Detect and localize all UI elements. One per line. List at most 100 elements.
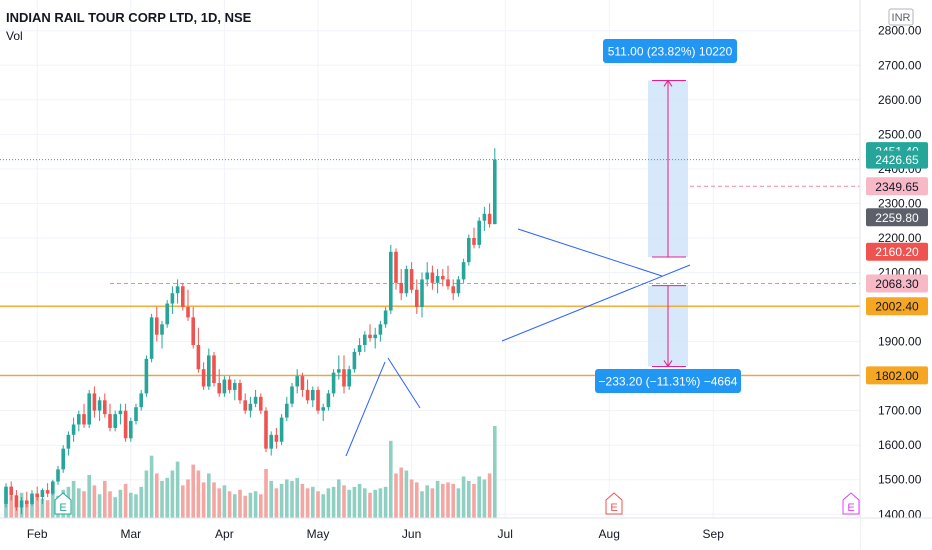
candle-body bbox=[30, 493, 34, 504]
volume-bar bbox=[337, 479, 341, 518]
candle-body bbox=[113, 414, 117, 428]
candle-body bbox=[342, 369, 346, 387]
volume-bar bbox=[82, 491, 86, 518]
volume-bar bbox=[264, 469, 268, 518]
candle-body bbox=[160, 324, 164, 335]
candle-body bbox=[201, 369, 206, 387]
candle-body bbox=[103, 400, 107, 415]
candle-body bbox=[186, 307, 190, 318]
candle-body bbox=[331, 372, 336, 394]
y-tick-label: 1700.00 bbox=[878, 404, 922, 418]
candle-body bbox=[19, 500, 24, 508]
candle-body bbox=[207, 355, 211, 387]
volume-bar bbox=[25, 503, 29, 518]
candle-body bbox=[321, 407, 325, 411]
candle-body bbox=[279, 417, 284, 442]
price-tag-bg bbox=[866, 274, 928, 293]
candle-body bbox=[129, 421, 133, 439]
x-tick-label: Aug bbox=[599, 527, 620, 541]
candle-body bbox=[222, 379, 227, 394]
candle-body bbox=[337, 369, 341, 373]
price-tag-bg bbox=[866, 208, 928, 227]
candle-body bbox=[82, 414, 86, 425]
earnings-marker-sep[interactable]: E bbox=[847, 502, 854, 514]
earnings-marker-jul-frame bbox=[605, 492, 623, 515]
volume-bar bbox=[77, 488, 81, 518]
volume-bar bbox=[451, 483, 455, 518]
volume-bar bbox=[269, 480, 273, 518]
volume-bar bbox=[389, 440, 393, 518]
candle-body bbox=[383, 310, 388, 325]
candle-body bbox=[66, 434, 71, 449]
price-tag-bg bbox=[866, 366, 928, 385]
measure-down-label: −233.20 (−11.31%) −4664 bbox=[599, 375, 738, 389]
price-tag-bg bbox=[866, 297, 928, 316]
earnings-marker-jul[interactable]: E bbox=[610, 502, 617, 514]
candle-body bbox=[420, 279, 424, 308]
volume-bar bbox=[446, 482, 450, 518]
candle-body bbox=[212, 355, 216, 384]
volume-bar bbox=[430, 488, 435, 518]
price-tag-bg bbox=[866, 242, 928, 261]
price-tag-bg bbox=[866, 177, 928, 196]
candle-body bbox=[217, 383, 221, 394]
volume-bar bbox=[129, 492, 133, 518]
volume-bar bbox=[118, 489, 123, 518]
candle-body bbox=[25, 500, 29, 504]
price-tag: 2002.40 bbox=[875, 300, 919, 314]
volume-bar bbox=[399, 467, 403, 518]
y-tick-label: 1400.00 bbox=[878, 507, 922, 521]
candle-body bbox=[227, 379, 232, 390]
volume-bar bbox=[404, 470, 409, 518]
earnings-marker-feb[interactable]: E bbox=[59, 502, 66, 514]
candle-body bbox=[300, 376, 305, 390]
measure-down-arrowhead bbox=[663, 360, 673, 368]
candle-body bbox=[441, 275, 445, 280]
candle-body bbox=[51, 481, 55, 494]
y-tick-label: 2300.00 bbox=[878, 196, 922, 210]
candle-body bbox=[134, 407, 138, 422]
volume-bar bbox=[295, 477, 299, 518]
currency-badge[interactable]: INR bbox=[892, 12, 911, 24]
candle-body bbox=[191, 317, 195, 346]
candle-body bbox=[311, 389, 315, 401]
x-tick-label: May bbox=[307, 527, 330, 541]
measure-up-label-bg bbox=[603, 39, 737, 63]
candle-body bbox=[181, 286, 185, 308]
volume-bar bbox=[71, 480, 76, 518]
volume-bar bbox=[51, 492, 55, 518]
volume-bar bbox=[352, 486, 357, 518]
volume-bar bbox=[461, 476, 466, 518]
volume-bar bbox=[92, 485, 97, 518]
candle-body bbox=[352, 351, 357, 370]
volume-bar bbox=[113, 497, 117, 518]
x-tick-label: Mar bbox=[120, 527, 141, 541]
candle-body bbox=[487, 213, 492, 225]
volume-bar bbox=[316, 491, 320, 518]
candle-body bbox=[357, 345, 362, 352]
y-tick-label: 1500.00 bbox=[878, 473, 922, 487]
volume-bar bbox=[35, 494, 39, 518]
volume-bar bbox=[201, 482, 206, 518]
candle-body bbox=[40, 490, 45, 498]
volume-bar bbox=[233, 494, 237, 518]
candle-body bbox=[404, 269, 409, 294]
volume-bar bbox=[274, 488, 279, 518]
volume-bar bbox=[415, 482, 419, 518]
y-tick-label: 1900.00 bbox=[878, 335, 922, 349]
candle-body bbox=[238, 383, 242, 401]
candle-body bbox=[155, 317, 159, 335]
price-tag-bg bbox=[866, 150, 928, 169]
volume-bar bbox=[181, 485, 185, 518]
candle-body bbox=[305, 389, 310, 401]
candle-body bbox=[435, 275, 440, 283]
volume-bar bbox=[259, 494, 263, 518]
volume-bar bbox=[9, 495, 13, 518]
volume-bar bbox=[222, 485, 227, 518]
measure-up-label: 511.00 (23.82%) 10220 bbox=[608, 45, 733, 59]
candle-body bbox=[9, 486, 13, 496]
triangle-upper-line bbox=[517, 228, 663, 277]
candle-body bbox=[243, 400, 247, 411]
candle-body bbox=[482, 213, 487, 221]
